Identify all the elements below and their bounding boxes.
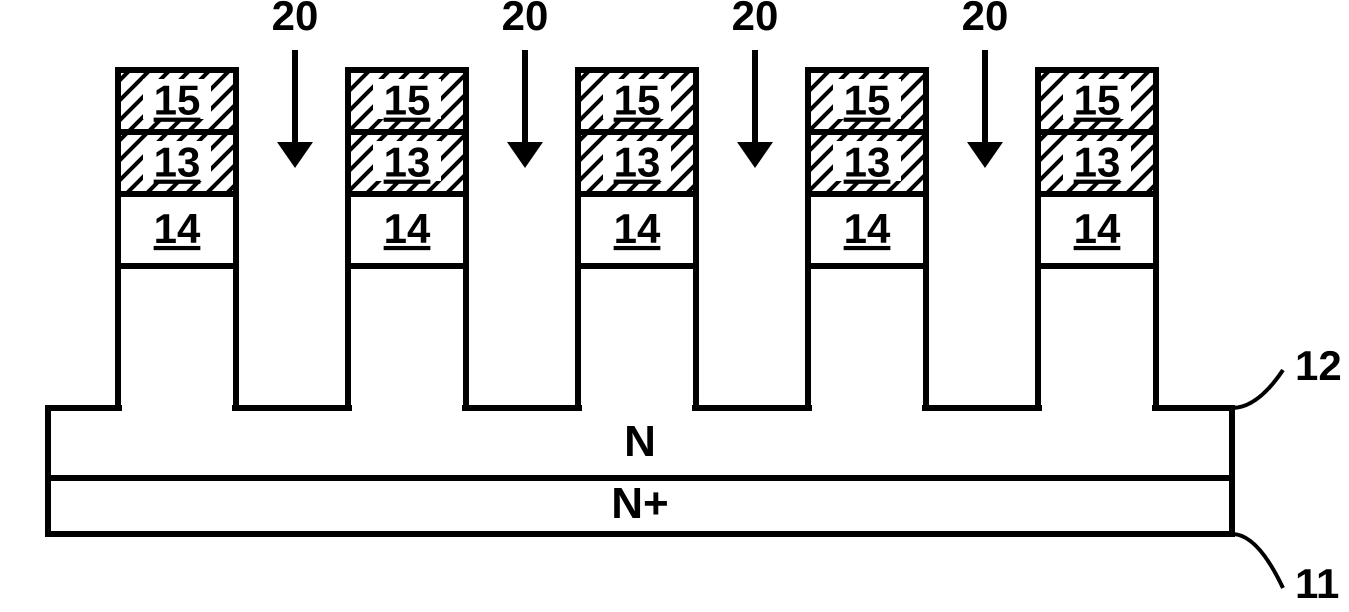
arrow-head (507, 142, 543, 168)
ref-12-leader (1232, 370, 1283, 408)
layer-13-label: 13 (1074, 139, 1121, 186)
layer-14-label: 14 (614, 205, 661, 252)
arrow-label-20: 20 (502, 0, 549, 39)
pillar-stem (808, 266, 926, 408)
semiconductor-cross-section: N N+ 14 13 15 14 13 15 14 13 15 14 13 15 14 13 15 20 20 20 2… (0, 0, 1349, 612)
layer-nplus-label: N+ (611, 479, 668, 528)
pillar-join-mask (812, 402, 922, 414)
layer-15-label: 15 (1074, 77, 1121, 124)
layer-13-label: 13 (154, 139, 201, 186)
layer-15-label: 15 (384, 77, 431, 124)
ref-11-number: 11 (1295, 560, 1339, 607)
pillar-join-mask (122, 402, 232, 414)
arrow-label-20: 20 (962, 0, 1009, 39)
layer-15-label: 15 (614, 77, 661, 124)
layer-13-label: 13 (384, 139, 431, 186)
arrow-head (737, 142, 773, 168)
layer-14-label: 14 (844, 205, 891, 252)
arrow-head (967, 142, 1003, 168)
pillar-stem (578, 266, 696, 408)
pillar-stem (118, 266, 236, 408)
pillar-join-mask (582, 402, 692, 414)
pillar-stem (348, 266, 466, 408)
layer-13-label: 13 (614, 139, 661, 186)
pillar-join-mask (1042, 402, 1152, 414)
layer-15-label: 15 (844, 77, 891, 124)
layer-15-label: 15 (154, 77, 201, 124)
ref-12-number: 12 (1295, 342, 1342, 389)
pillar-join-mask (352, 402, 462, 414)
layer-14-label: 14 (384, 205, 431, 252)
arrow-head (277, 142, 313, 168)
layer-13-label: 13 (844, 139, 891, 186)
layer-n-label: N (624, 417, 656, 466)
ref-11-leader (1232, 534, 1283, 588)
arrow-label-20: 20 (272, 0, 319, 39)
pillar-stem (1038, 266, 1156, 408)
arrow-label-20: 20 (732, 0, 779, 39)
layer-14-label: 14 (154, 205, 201, 252)
layer-14-label: 14 (1074, 205, 1121, 252)
